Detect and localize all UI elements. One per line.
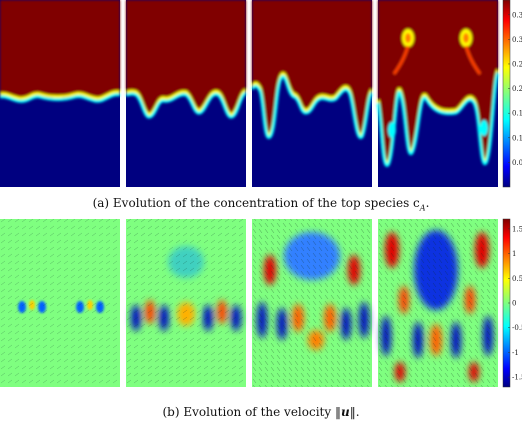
colorbar-tick-label: 0.25 [512, 60, 522, 68]
colorbar-tick-label: 1 [512, 250, 516, 258]
colorbar-tick-label: 0.15 [512, 110, 522, 118]
concentration-panels: 0.05 0.1 0.15 0.2 0.25 0.3 0.35 [0, 0, 522, 188]
colorbar-tick-label: -1.5 [512, 374, 522, 382]
caption-a: (a) Evolution of the concentration of th… [0, 196, 522, 212]
colorbar-tick-label: 0.35 [512, 11, 522, 19]
colorbar-tick-label: 0.3 [512, 36, 522, 44]
caption-a-end: . [425, 196, 430, 210]
colorbar-tick-label: 0.1 [512, 134, 522, 142]
colorbar-tick-label: 0.5 [512, 275, 522, 283]
caption-a-subscript: A [419, 203, 426, 213]
caption-b-suffix: ‖. [349, 405, 360, 419]
caption-a-text: (a) Evolution of the concentration of th… [92, 196, 420, 210]
colorbar-bottom-ticks: -1.5 -1 -0.5 0 0.5 1 1.5 [508, 225, 522, 382]
concentration-panel-1 [0, 0, 121, 187]
caption-b: (b) Evolution of the velocity ‖u‖. [0, 405, 522, 419]
velocity-panel-4 [378, 219, 498, 387]
colorbar-top-ticks: 0.05 0.1 0.15 0.2 0.25 0.3 0.35 [508, 11, 522, 167]
colorbar-top: 0.05 0.1 0.15 0.2 0.25 0.3 0.35 [502, 0, 522, 188]
concentration-panel-4 [376, 0, 500, 187]
colorbar-tick-label: 0 [512, 300, 516, 308]
velocity-panel-1 [0, 219, 120, 387]
velocity-panel-3 [252, 219, 372, 387]
colorbar-bottom: -1.5 -1 -0.5 0 0.5 1 1.5 [502, 218, 522, 388]
velocity-panel-2 [126, 219, 246, 387]
colorbar-tick-label: 0.2 [512, 85, 522, 93]
colorbar-tick-label: 1.5 [512, 225, 522, 233]
colorbar-tick-label: 0.05 [512, 159, 522, 167]
caption-b-symbol: u [340, 405, 350, 419]
velocity-panels: -1.5 -1 -0.5 0 0.5 1 1.5 [0, 218, 522, 388]
concentration-panel-3 [250, 0, 374, 187]
colorbar-tick-label: -1 [512, 349, 519, 357]
concentration-panel-2 [125, 0, 247, 187]
colorbar-tick-label: -0.5 [512, 324, 522, 332]
caption-b-prefix: (b) Evolution of the velocity ‖ [162, 405, 341, 419]
